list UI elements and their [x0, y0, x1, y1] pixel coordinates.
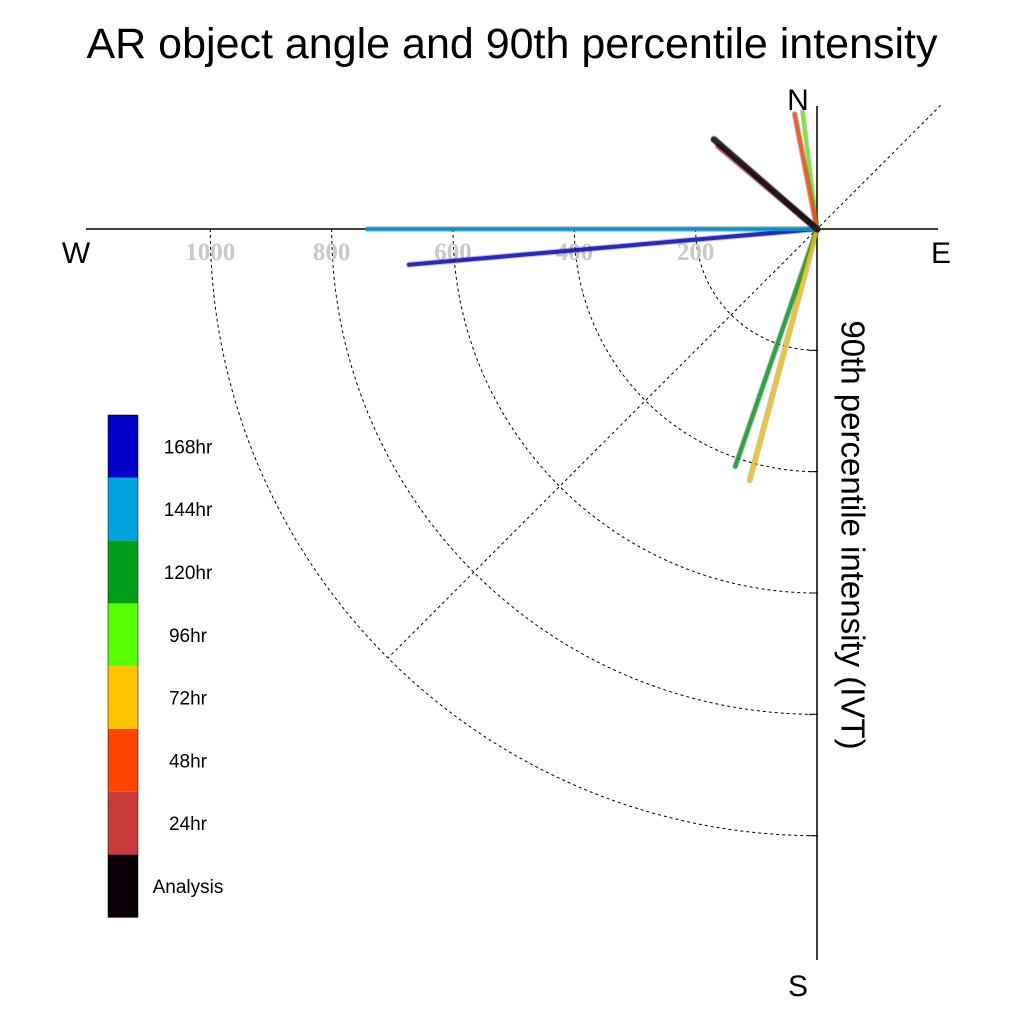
legend-swatch-24hr	[108, 791, 138, 855]
legend-label-168hr: 168hr	[164, 437, 213, 458]
legend-label-analysis: Analysis	[153, 877, 224, 898]
legend-border	[107, 414, 139, 918]
series-line-48hr	[792, 112, 819, 231]
grid-ring-200	[695, 228, 818, 351]
legend-label-72hr: 72hr	[169, 689, 208, 710]
series-line-72hr	[747, 227, 819, 483]
legend-swatch-72hr	[108, 666, 138, 729]
radial-tick-label-1000: 1000	[185, 239, 235, 266]
series-line-120hr	[733, 227, 819, 469]
legend-swatch-48hr	[108, 729, 138, 792]
chart-title: AR object angle and 90th percentile inte…	[87, 20, 938, 68]
legend-swatch-analysis	[108, 854, 138, 918]
legend-label-144hr: 144hr	[164, 500, 213, 521]
grid-ring-600	[452, 228, 818, 594]
east-label: E	[931, 237, 951, 270]
grid	[209, 104, 942, 837]
grid-ring-800	[331, 228, 818, 715]
south-label: S	[788, 970, 808, 1003]
legend-label-96hr: 96hr	[169, 626, 208, 647]
grid-ring-400	[573, 228, 818, 473]
legend-swatch-96hr	[108, 603, 138, 667]
north-label: N	[787, 84, 809, 117]
legend: 168hr 144hr 120hr 96hr 72hr 48hr 24hr Analysis	[107, 414, 224, 918]
origin-point	[813, 225, 821, 233]
legend-swatch-168hr	[108, 415, 138, 478]
legend-swatch-144hr	[108, 477, 138, 541]
legend-label-48hr: 48hr	[169, 751, 208, 772]
series-lines	[364, 109, 821, 484]
radial-tick-label-800: 800	[313, 239, 351, 266]
grid-diagonal	[387, 104, 942, 659]
legend-label-120hr: 120hr	[164, 563, 213, 584]
west-label: W	[62, 237, 91, 270]
radial-tick-label-200: 200	[677, 239, 715, 266]
legend-label-24hr: 24hr	[169, 814, 208, 835]
legend-swatch-120hr	[108, 540, 138, 604]
series-line-analysis	[710, 136, 820, 232]
y-axis-label: 90th percentile intensity (IVT)	[834, 320, 871, 749]
series-line-168hr	[407, 227, 819, 267]
